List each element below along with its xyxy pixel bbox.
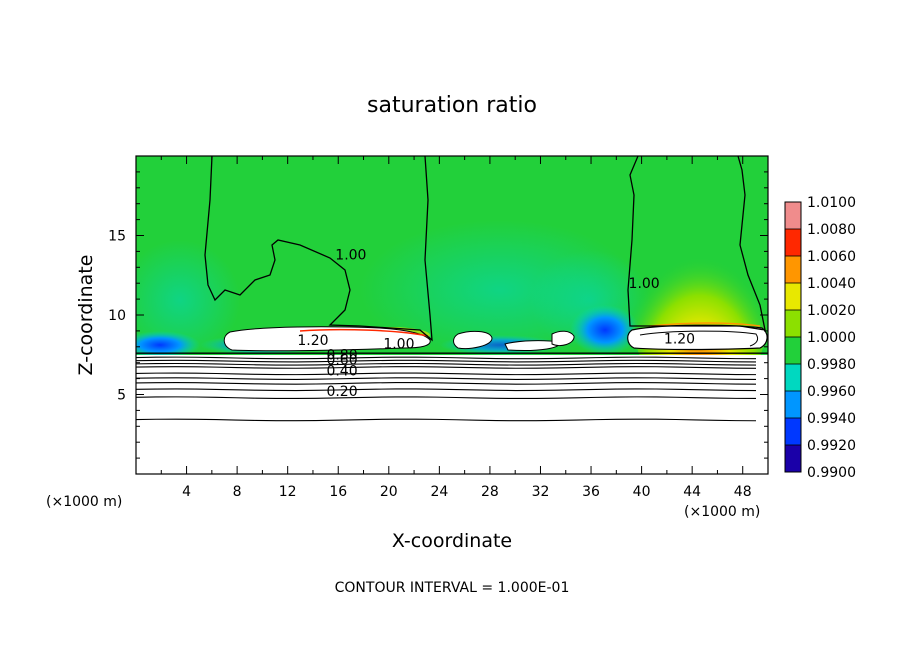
colorbar: 0.9900 0.9920 0.9940 0.9960 0.9980 1.0000 1.00… [784, 195, 856, 481]
cloud-blob-5-inner-contour [639, 330, 759, 347]
contour-label: 1.20 [297, 333, 328, 349]
cloud-blob-1 [223, 326, 431, 352]
contour-label: 1.00 [629, 276, 660, 292]
field-blue-zone-4 [570, 305, 640, 355]
contour-label: 1.00 [383, 336, 414, 352]
field-supersaturated-plume [630, 190, 768, 410]
contour-interval-note: CONTOUR INTERVAL = 1.000E-01 [335, 580, 570, 596]
contour-1.00-left-column [204, 156, 433, 342]
colorbar-label: 0.9960 [807, 384, 856, 400]
subcloud-region [136, 355, 768, 474]
contour-line [136, 372, 757, 376]
y-tick-label: 10 [108, 308, 126, 324]
x-unit-label-left: (×1000 m) [46, 494, 122, 510]
x-tick-label: 28 [481, 484, 499, 500]
y-tick-label: 15 [108, 229, 126, 245]
contour-label-group: 1.001.001.20 1.00 1.200.800.600.400.20 [297, 247, 695, 400]
x-tick-label: 20 [380, 484, 398, 500]
contour-line [136, 418, 757, 422]
x-axis: 4 8 12 16 20 24 28 32 36 40 44 48 [160, 156, 752, 500]
x-tick-label: 24 [430, 484, 448, 500]
x-tick-label: 32 [532, 484, 550, 500]
contour-label: 1.00 [335, 247, 366, 263]
x-tick-label: 44 [683, 484, 701, 500]
colorbar-label: 0.9900 [807, 465, 856, 481]
x-tick-label: 16 [329, 484, 347, 500]
colorbar-swatch [785, 202, 801, 229]
x-tick-label: 8 [233, 484, 242, 500]
contour-label: 0.20 [326, 384, 357, 400]
colorbar-label: 0.9940 [807, 411, 856, 427]
colorbar-swatch [785, 283, 801, 310]
contour-line [136, 382, 757, 385]
x-tick-label: 12 [279, 484, 297, 500]
colorbar-swatch [785, 391, 801, 418]
colorbar-swatch [785, 229, 801, 256]
x-tick-label: 36 [582, 484, 600, 500]
colorbar-label: 0.9980 [807, 357, 856, 373]
x-axis-title: X-coordinate [392, 530, 512, 552]
colorbar-label: 1.0000 [807, 330, 856, 346]
colorbar-label: 1.0080 [807, 222, 856, 238]
colorbar-swatch [785, 418, 801, 445]
contour-label: 0.60 [326, 352, 357, 368]
cloud-blob-2 [453, 330, 493, 349]
y-axis: 5 10 15 [108, 171, 768, 459]
x-tick-label: 4 [182, 484, 191, 500]
cloud-blob-4 [551, 330, 575, 347]
colorbar-swatch [785, 310, 801, 337]
colorbar-label: 1.0060 [807, 249, 856, 265]
contour-line-group [136, 352, 768, 422]
cloud-edge-orange [649, 322, 761, 327]
contour-label: 0.80 [326, 348, 357, 364]
colorbar-label: 1.0020 [807, 303, 856, 319]
contour-line [136, 356, 757, 360]
colorbar-label: 0.9920 [807, 438, 856, 454]
colorbar-swatch [785, 364, 801, 391]
field-blue-zone-1 [136, 331, 200, 359]
contour-line [136, 388, 757, 392]
field-cyan-zone-left [136, 240, 240, 360]
contour-1.00-right-column [627, 156, 766, 331]
x-tick-label: 40 [633, 484, 651, 500]
x-unit-label-right: (×1000 m) [684, 504, 760, 520]
colorbar-label: 1.0040 [807, 276, 856, 292]
chart-title: saturation ratio [367, 93, 537, 118]
contour-line [136, 359, 757, 363]
y-axis-title: Z-coordinate [75, 255, 97, 376]
colorbar-swatch [785, 337, 801, 364]
cloud-edge-red [299, 328, 429, 337]
contour-line [136, 362, 757, 366]
contour-label: 0.40 [326, 363, 357, 379]
plot-area: 1.001.001.20 1.00 1.200.800.600.400.20 [136, 156, 768, 474]
x-tick-label: 48 [734, 484, 752, 500]
contour-line [136, 396, 757, 400]
contour-line [136, 377, 757, 380]
contour-line [136, 366, 757, 369]
y-tick-label: 5 [117, 388, 126, 404]
contour-label: 1.20 [664, 332, 695, 348]
colorbar-label: 1.0100 [807, 195, 856, 211]
colorbar-swatch [785, 445, 801, 472]
colorbar-swatch [785, 256, 801, 283]
